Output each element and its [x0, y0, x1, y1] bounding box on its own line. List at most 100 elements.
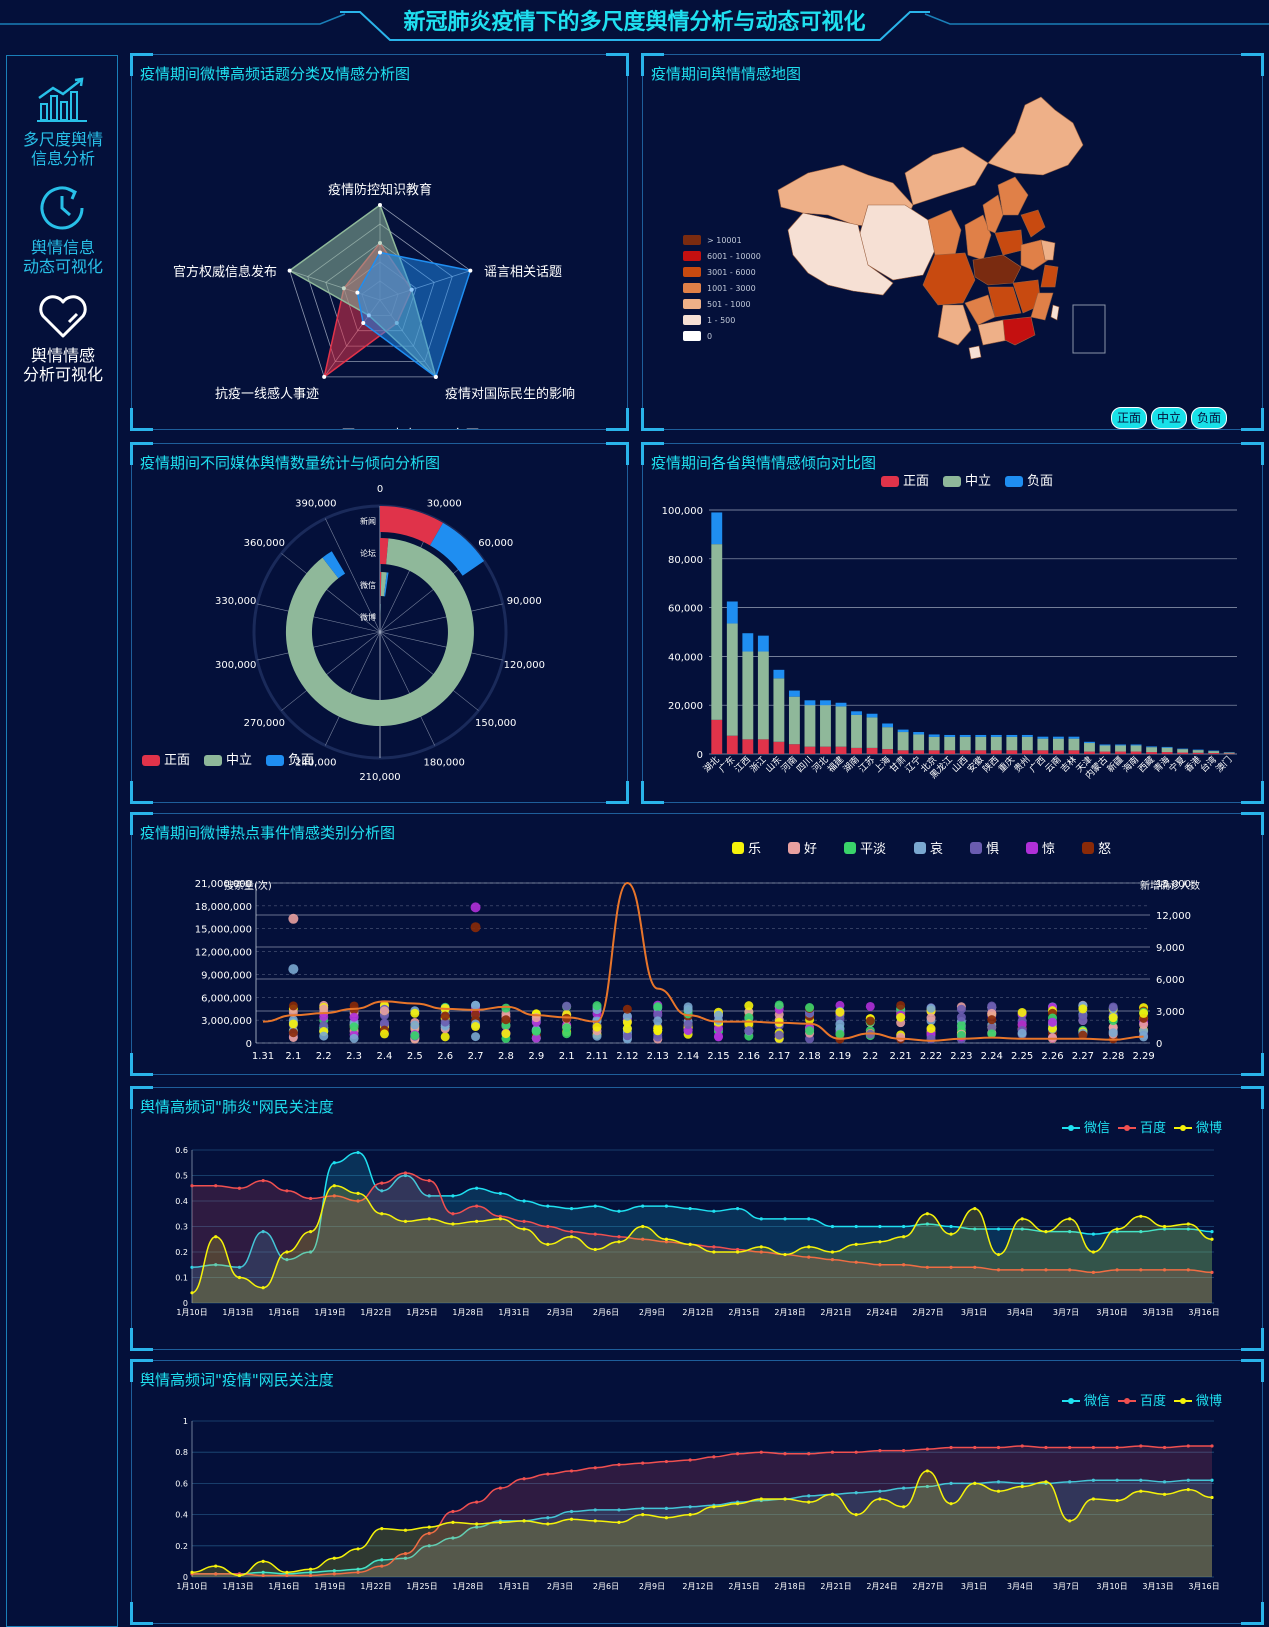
line-point	[261, 1286, 265, 1290]
line-point	[1115, 1478, 1119, 1482]
emotion-point	[319, 1004, 329, 1014]
map-filter-positive-button[interactable]: 正面	[1111, 407, 1147, 429]
line-point	[356, 1199, 360, 1203]
province-bar-河北-负面	[820, 700, 831, 706]
line-point	[403, 1171, 408, 1175]
province-bar-辽宁-负面	[913, 732, 925, 735]
emotion-point	[926, 1024, 936, 1034]
line-point	[973, 1445, 977, 1450]
line-point	[451, 1536, 455, 1540]
line-point	[641, 1513, 645, 1517]
line-x-tick: 2月12日	[682, 1582, 713, 1591]
emotion-x-tick: 2.16	[738, 1051, 760, 1062]
line-area-微博	[192, 1185, 1212, 1303]
line-x-tick: 2月27日	[912, 1582, 943, 1591]
line-point	[356, 1547, 360, 1551]
map-filter-negative-button[interactable]: 负面	[1191, 407, 1227, 429]
polar-category-label: 新闻	[360, 516, 376, 526]
emotion-highlight-point	[288, 964, 299, 975]
line-point	[1162, 1480, 1167, 1484]
line-point	[1162, 1445, 1167, 1450]
line-x-tick: 2月3日	[547, 1582, 573, 1591]
line-point	[1210, 1444, 1214, 1448]
province-bar-福建-正面	[835, 746, 847, 754]
emotion-x-tick: 2.22	[920, 1051, 942, 1062]
province-bar-四川-中立	[804, 705, 816, 747]
polar-tick-label: 150,000	[475, 718, 516, 729]
line-x-tick: 1月25日	[406, 1582, 437, 1591]
emotion-point	[865, 1016, 875, 1026]
emotion-point	[926, 1003, 936, 1013]
emotion-point	[956, 1012, 966, 1022]
line-point	[641, 1506, 645, 1510]
province-panel: 疫情期间各省舆情情感倾向对比图 0 20,000 40,000 60,000 80,00…	[641, 442, 1264, 804]
line-point	[1091, 1497, 1095, 1501]
province-bar-台湾-中立	[1208, 751, 1220, 754]
line-x-tick: 2月9日	[639, 1308, 665, 1317]
line-y-tick: 0.4	[175, 1197, 188, 1206]
radar-series-负面	[356, 251, 472, 379]
line-point	[1044, 1268, 1048, 1272]
line-x-tick: 2月18日	[774, 1582, 805, 1591]
nav-item-multi-scale-analysis[interactable]: 多尺度舆情 信息分析	[7, 76, 119, 168]
province-bar-江苏-负面	[866, 713, 878, 718]
province-bar-山东-中立	[773, 678, 785, 742]
nav-item-sentiment-visualization[interactable]: 舆情情感 分析可视化	[7, 292, 119, 384]
polar-bar-新闻-正面	[380, 506, 443, 546]
line-point	[546, 1242, 550, 1246]
nav-item-dynamic-visualization[interactable]: 舆情信息 动态可视化	[7, 184, 119, 276]
province-bar-湖南-中立	[851, 714, 862, 748]
line-legend-dot	[1180, 1125, 1186, 1131]
line-point	[807, 1217, 811, 1221]
province-bar-四川-正面	[804, 746, 816, 754]
province-bar-上海-正面	[882, 749, 894, 754]
line-point	[1044, 1445, 1048, 1450]
line-point	[285, 1573, 289, 1578]
line-point	[664, 1459, 669, 1464]
emotion-legend-swatch	[788, 842, 800, 854]
polar-tick-label: 270,000	[244, 718, 285, 729]
line-point	[759, 1450, 763, 1454]
line-series-微信	[191, 1479, 1212, 1575]
province-bar-山西-负面	[959, 734, 971, 737]
line-point	[546, 1472, 550, 1476]
line-point	[830, 1258, 835, 1262]
emotion-x-tick: 2.2	[316, 1051, 332, 1062]
province-bar-安徽-中立	[975, 736, 987, 751]
line-x-tick: 3月16日	[1188, 1582, 1219, 1591]
line-legend-dot	[1068, 1398, 1074, 1404]
province-x-label: 四川	[795, 755, 815, 775]
map-filter-neutral-button[interactable]: 中立	[1151, 407, 1187, 429]
emotion-x-tick: 2.12	[616, 1051, 638, 1062]
line-point	[617, 1209, 621, 1213]
emotion-point	[471, 1022, 481, 1032]
province-bar-北京-中立	[928, 736, 940, 751]
legend-swatch	[1005, 476, 1023, 487]
line-point	[807, 1494, 811, 1498]
province-bar-福建-中立	[835, 706, 847, 747]
line-point	[190, 1184, 194, 1188]
line-point	[854, 1224, 858, 1229]
emotion-point	[349, 1022, 359, 1032]
province-bar-内蒙古-中立	[1099, 745, 1111, 752]
emotion-point	[1108, 1013, 1118, 1023]
line-point	[190, 1291, 194, 1295]
line-series-百度	[192, 1172, 1213, 1274]
emotion-point	[956, 1030, 966, 1040]
line-point	[1139, 1444, 1143, 1448]
province-bar-江苏-正面	[866, 747, 878, 754]
line-series-百度	[191, 1445, 1213, 1577]
emotion-point	[592, 1001, 602, 1011]
line-point	[807, 1245, 811, 1249]
province-bar-甘肃-负面	[897, 729, 909, 733]
radar-point	[361, 321, 366, 326]
line-point	[498, 1217, 502, 1221]
line-x-tick: 1月16日	[268, 1582, 299, 1591]
line-point	[949, 1232, 953, 1236]
line-point	[214, 1564, 218, 1568]
map-legend-swatch	[683, 235, 701, 245]
radar-point	[468, 268, 473, 273]
line-point	[996, 1489, 1001, 1493]
province-bar-云南-负面	[1052, 736, 1064, 739]
emotion-point	[531, 1026, 541, 1036]
